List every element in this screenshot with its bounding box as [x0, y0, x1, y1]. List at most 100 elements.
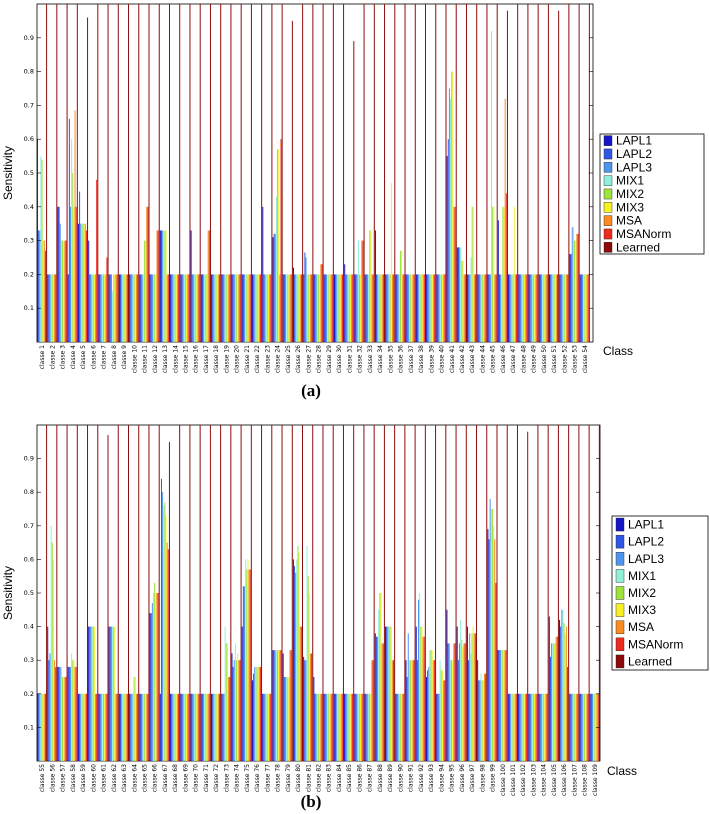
bar-lapl2-12	[150, 613, 152, 761]
bar-lapl2-51	[550, 274, 552, 342]
bar-lapl2-42	[457, 660, 459, 761]
bar-lapl2-27	[304, 252, 306, 342]
bar-lapl2-33	[365, 274, 367, 342]
bar-mix2-15	[184, 274, 186, 342]
bar-mix2-33	[369, 693, 371, 761]
bar-msanorm-35	[393, 660, 394, 761]
bar-learned-50	[547, 425, 549, 761]
bar-mix1-7	[101, 274, 103, 342]
bar-lapl1-33	[364, 693, 366, 761]
bar-msanorm-26	[300, 626, 302, 761]
bar-mix2-16	[195, 274, 197, 342]
bar-lapl3-33	[366, 274, 368, 342]
bar-lapl3-34	[377, 274, 379, 342]
bar-learned-8	[117, 4, 119, 342]
bar-lapl2-16	[191, 274, 193, 342]
bar-mix2-25	[287, 677, 289, 761]
bar-lapl1-4	[67, 274, 69, 342]
bar-learned-48	[527, 431, 529, 761]
x-tick-label: classe 44	[479, 345, 486, 373]
bar-mix3-12	[155, 274, 157, 342]
bar-lapl2-18	[212, 693, 214, 761]
bar-msanorm-49	[536, 693, 538, 761]
x-tick-label: classe 79	[285, 764, 292, 792]
bar-lapl3-35	[387, 626, 389, 761]
bar-lapl1-36	[395, 274, 397, 342]
x-tick-label: classe 42	[459, 345, 466, 373]
bar-learned-52	[568, 425, 570, 761]
bar-lapl1-11	[139, 274, 141, 342]
bar-mix2-7	[102, 693, 104, 761]
bar-lapl3-3	[59, 223, 61, 342]
x-tick-label: classe 14	[172, 345, 179, 373]
bar-lapl1-15	[180, 274, 182, 342]
bar-mix1-48	[521, 274, 523, 342]
bar-learned-15	[189, 4, 191, 342]
bar-msanorm-31	[352, 274, 354, 342]
legend-label-msa: MSA	[616, 214, 642, 228]
bar-mix3-46	[503, 650, 505, 761]
y-tick-label: 0.4	[24, 203, 34, 211]
bar-mix1-29	[327, 274, 329, 342]
bar-mix1-30	[337, 693, 339, 761]
bar-mix1-4	[71, 139, 73, 342]
legend-label-lapl2: LAPL2	[628, 535, 664, 549]
bar-mix1-43	[470, 257, 472, 342]
bar-mix3-19	[226, 643, 228, 761]
legend-a: LAPL1LAPL2LAPL3MIX1MIX2MIX3MSAMSANormLea…	[599, 133, 705, 255]
bar-mix3-47	[513, 693, 515, 761]
bar-msa-39	[432, 274, 434, 342]
bar-mix1-49	[531, 274, 533, 342]
bar-msa-26	[299, 626, 301, 761]
bar-mix2-42	[461, 260, 463, 342]
legend-swatch-lapl3	[603, 162, 613, 173]
bar-lapl1-21	[241, 626, 243, 761]
x-axis-label-a: Class	[603, 344, 633, 358]
legend-swatch-msanorm	[615, 637, 625, 652]
chart-panel-a: 0.10.20.30.40.50.60.70.80.9 classe 1 clas…	[1, 3, 705, 400]
bar-lapl2-41	[447, 643, 449, 761]
bar-mix3-44	[482, 680, 484, 761]
bar-mix3-4	[73, 660, 75, 761]
bar-msa-11	[146, 206, 148, 342]
bar-lapl3-46	[500, 274, 502, 342]
bar-mix1-45	[490, 509, 492, 761]
bar-msanorm-12	[157, 593, 159, 761]
bar-mix3-8	[114, 274, 116, 342]
bar-lapl2-7	[99, 693, 101, 761]
bar-lapl3-48	[520, 274, 522, 342]
bar-msanorm-4	[75, 666, 77, 761]
bar-lapl3-15	[182, 274, 184, 342]
bar-mix1-45	[491, 31, 492, 342]
bar-mix1-12	[153, 274, 155, 342]
bar-mix1-20	[234, 274, 236, 342]
bar-learned-5	[87, 425, 89, 761]
bar-mix2-29	[328, 274, 330, 342]
bar-msanorm-3	[65, 677, 67, 761]
x-tick-label: classe 106	[561, 764, 568, 796]
bar-learned-2	[56, 425, 58, 761]
bar-lapl1-42	[456, 626, 458, 761]
bar-lapl3-38	[418, 599, 420, 761]
legend-swatch-lapl2	[603, 148, 613, 160]
bar-mix3-36	[401, 250, 403, 342]
bar-mix1-10	[132, 693, 134, 761]
bar-mix3-22	[257, 666, 259, 761]
bar-learned-29	[332, 4, 334, 342]
bar-lapl1-23	[262, 206, 264, 342]
bar-lapl2-52	[560, 274, 562, 342]
bar-mix2-46	[502, 650, 504, 761]
bar-lapl3-52	[561, 274, 563, 342]
bar-msa-10	[135, 693, 137, 761]
bar-lapl2-9	[120, 693, 122, 761]
bar-lapl3-55	[592, 693, 594, 761]
legend-swatch-learned	[603, 242, 613, 253]
bar-mix2-16	[195, 693, 197, 761]
bar-lapl2-44	[478, 274, 480, 342]
bar-lapl1-32	[354, 274, 356, 342]
bar-learned-41	[455, 4, 457, 342]
bar-mix2-49	[532, 693, 534, 761]
bar-mix2-31	[348, 274, 350, 342]
x-tick-label: classe 97	[469, 764, 476, 792]
legend-swatch-lapl1	[603, 135, 613, 146]
